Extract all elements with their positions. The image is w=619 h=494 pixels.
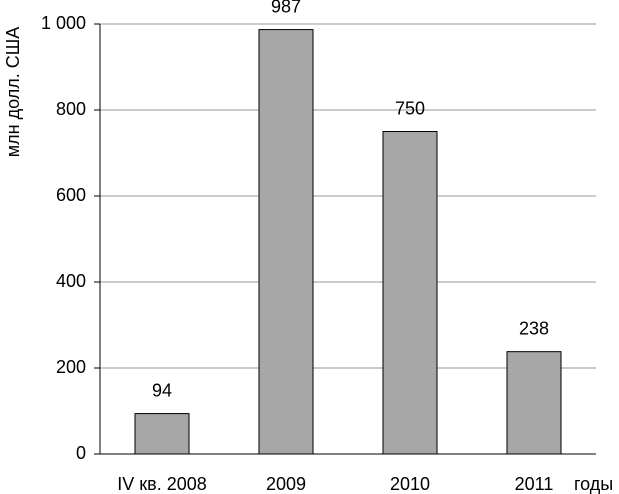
x-tick-label: IV кв. 2008: [117, 474, 207, 494]
y-axis-label: млн долл. США: [3, 27, 23, 157]
y-tick-label: 200: [56, 357, 86, 377]
y-tick-label: 600: [56, 185, 86, 205]
bar: [134, 413, 190, 455]
data-label: 750: [395, 98, 425, 118]
bar: [382, 131, 438, 455]
x-tick-label: 2011: [515, 474, 554, 494]
bar: [258, 29, 314, 455]
x-axis-label: годы: [574, 474, 613, 494]
y-tick-label: 0: [76, 443, 86, 463]
data-label: 238: [519, 318, 549, 338]
y-tick-label: 1 000: [41, 13, 86, 33]
data-label: 987: [271, 0, 301, 16]
data-label: 94: [152, 380, 172, 400]
x-tick-label: 2010: [390, 474, 430, 494]
x-tick-label: 2009: [266, 474, 306, 494]
y-tick-label: 400: [56, 271, 86, 291]
bar: [506, 351, 562, 455]
y-tick-label: 800: [56, 99, 86, 119]
